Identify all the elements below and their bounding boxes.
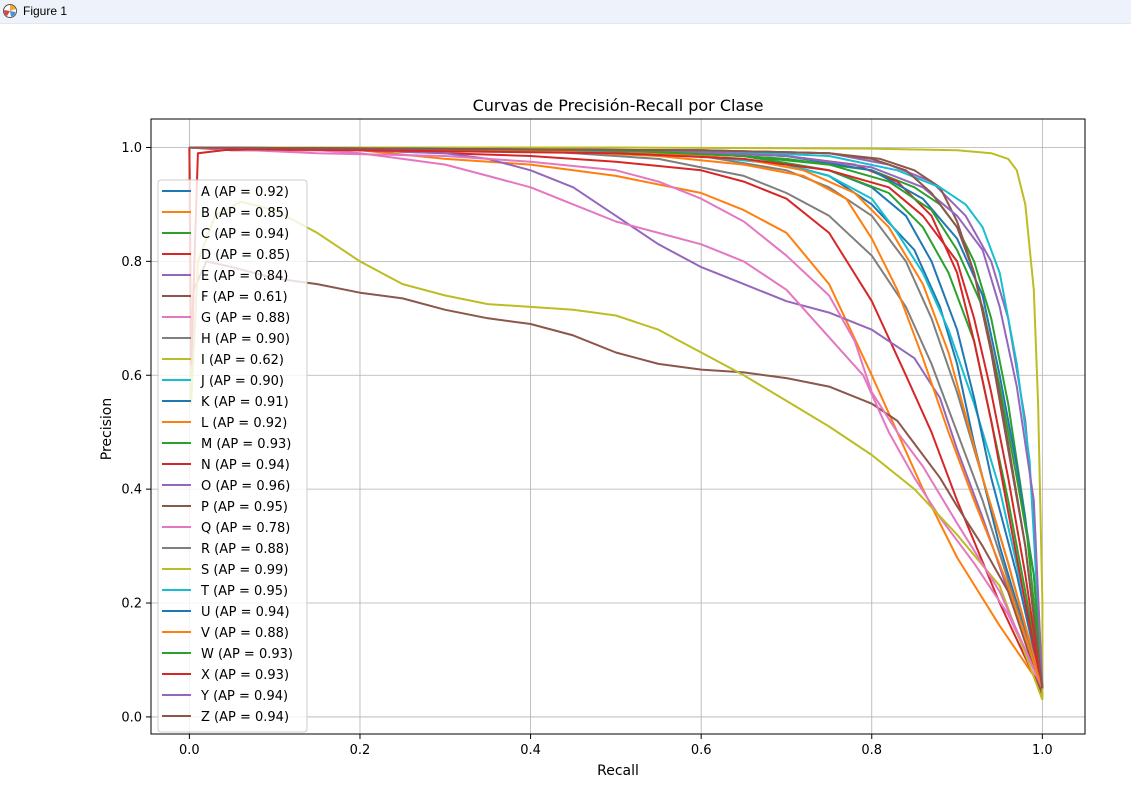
legend-box xyxy=(157,179,308,733)
y-axis: 0.0 0.2 0.4 0.6 0.8 1.0 xyxy=(121,141,151,725)
y-tick-label: 0.4 xyxy=(121,483,142,498)
series-line-z xyxy=(189,146,1044,689)
legend-label: A (AP = 0.92) xyxy=(201,185,289,200)
window-title: Figure 1 xyxy=(23,4,68,18)
y-tick-label: 0.8 xyxy=(121,255,142,270)
legend-label: C (AP = 0.94) xyxy=(201,227,289,242)
legend-label: K (AP = 0.91) xyxy=(201,395,289,410)
chart-title: Curvas de Precisión-Recall por Clase xyxy=(473,96,764,115)
y-tick-label: 0.2 xyxy=(121,597,142,612)
legend: A (AP = 0.92) B (AP = 0.85) C (AP = 0.94) D… xyxy=(157,179,308,733)
figure-canvas: Curvas de Precisión-Recall por Clase 0.0… xyxy=(99,96,1086,779)
legend-label: J (AP = 0.90) xyxy=(200,374,284,389)
series-line-r xyxy=(189,146,1044,689)
legend-label: R (AP = 0.88) xyxy=(201,542,289,557)
legend-label: E (AP = 0.84) xyxy=(201,269,288,284)
x-tick-label: 0.0 xyxy=(179,743,200,758)
x-tick-label: 0.4 xyxy=(520,743,541,758)
series-line-w xyxy=(189,146,1044,689)
legend-label: M (AP = 0.93) xyxy=(201,437,291,452)
window-titlebar: Figure 1 xyxy=(0,0,1131,24)
legend-label: G (AP = 0.88) xyxy=(201,311,290,326)
x-axis-label: Recall xyxy=(597,763,639,779)
x-tick-label: 1.0 xyxy=(1032,743,1053,758)
legend-label: N (AP = 0.94) xyxy=(201,458,290,473)
legend-label: U (AP = 0.94) xyxy=(201,605,290,620)
series-line-q xyxy=(189,146,1044,689)
legend-label: O (AP = 0.96) xyxy=(201,479,290,494)
series-line-g xyxy=(189,146,1044,689)
series-lines xyxy=(188,146,1044,701)
legend-label: H (AP = 0.90) xyxy=(201,332,290,347)
plot-frame xyxy=(150,118,1086,735)
legend-label: X (AP = 0.93) xyxy=(201,668,289,683)
legend-label: P (AP = 0.95) xyxy=(201,500,288,515)
x-tick-label: 0.6 xyxy=(691,743,712,758)
y-tick-label: 1.0 xyxy=(121,141,142,156)
legend-label: Y (AP = 0.94) xyxy=(200,689,288,704)
legend-label: F (AP = 0.61) xyxy=(201,290,288,305)
legend-label: D (AP = 0.85) xyxy=(201,248,290,263)
legend-label: B (AP = 0.85) xyxy=(201,206,289,221)
x-tick-label: 0.8 xyxy=(861,743,882,758)
legend-label: Q (AP = 0.78) xyxy=(201,521,290,536)
series-line-t xyxy=(189,146,1044,689)
series-line-s xyxy=(189,146,1044,700)
legend-label: I (AP = 0.62) xyxy=(201,353,284,368)
series-line-y xyxy=(189,146,1044,689)
series-line-b xyxy=(189,146,1044,689)
y-tick-label: 0.6 xyxy=(121,369,142,384)
x-tick-label: 0.2 xyxy=(350,743,371,758)
legend-label: Z (AP = 0.94) xyxy=(201,710,289,725)
legend-label: T (AP = 0.95) xyxy=(200,584,288,599)
y-tick-label: 0.0 xyxy=(121,710,142,725)
legend-label: W (AP = 0.93) xyxy=(201,647,293,662)
matplotlib-app-icon xyxy=(3,4,17,18)
y-axis-label: Precision xyxy=(99,398,115,460)
legend-label: V (AP = 0.88) xyxy=(201,626,289,641)
x-axis: 0.0 0.2 0.4 0.6 0.8 1.0 xyxy=(179,734,1053,758)
series-line-x xyxy=(188,147,1044,689)
legend-label: S (AP = 0.99) xyxy=(201,563,288,578)
legend-label: L (AP = 0.92) xyxy=(201,416,287,431)
